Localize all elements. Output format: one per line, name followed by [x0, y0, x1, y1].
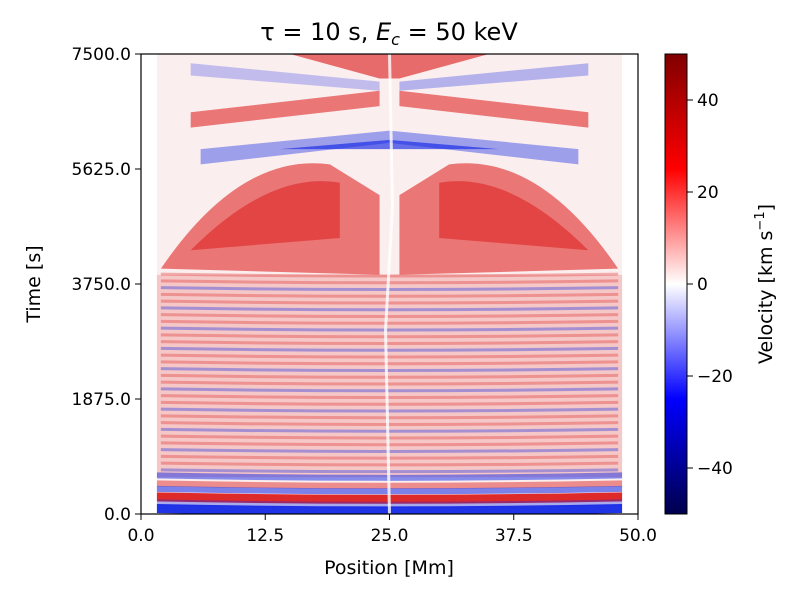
- velocity-band: [160, 427, 619, 433]
- red-core-left: [190, 181, 340, 251]
- velocity-band: [160, 380, 619, 386]
- velocity-band: [160, 394, 619, 399]
- blue-front-core: [280, 139, 499, 150]
- velocity-band: [160, 286, 619, 292]
- velocity-band: [160, 292, 619, 298]
- x-tick-label: 37.5: [495, 526, 533, 546]
- blue-top-left: [190, 63, 380, 91]
- velocity-band: [160, 319, 619, 325]
- chart-title: τ = 10 s, Ec = 50 keV: [260, 18, 518, 49]
- velocity-band: [160, 434, 619, 440]
- velocity-band: [160, 306, 619, 312]
- velocity-band: [160, 353, 619, 359]
- right-edge: [622, 54, 638, 514]
- blue-top-right: [399, 63, 589, 91]
- velocity-band: [160, 326, 619, 332]
- x-tick-label: 12.5: [246, 526, 284, 546]
- red-front-right: [399, 90, 589, 128]
- red-core-right: [439, 181, 589, 251]
- left-edge: [141, 54, 157, 514]
- blue-front: [200, 130, 579, 165]
- velocity-band: [160, 407, 619, 413]
- colorbar-tick-label: 20: [697, 183, 719, 203]
- colorbar-tick-label: 0: [697, 275, 708, 295]
- colorbar-axis: −40 −20 0 20 40: [687, 91, 733, 479]
- velocity-band: [160, 333, 619, 339]
- mid-red-haze: [155, 274, 624, 478]
- x-tick-label: 0.0: [127, 526, 154, 546]
- velocity-band: [160, 340, 619, 345]
- colorbar-tick-label: 40: [697, 91, 719, 111]
- x-axis-label: Position [Mm]: [324, 557, 454, 579]
- heatmap-area: [141, 54, 638, 514]
- center-streak: [384, 54, 394, 514]
- colorbar-tick-label: −40: [697, 459, 733, 479]
- velocity-band: [160, 387, 619, 393]
- y-axis-label: Time [s]: [23, 245, 45, 323]
- velocity-band: [160, 400, 619, 406]
- velocity-band: [160, 313, 619, 319]
- colorbar: [664, 53, 688, 515]
- velocity-band: [160, 346, 619, 352]
- colorbar-tick-label: −20: [697, 367, 733, 387]
- x-axis: 0.0 12.5 25.0 37.5 50.0: [127, 514, 657, 546]
- x-tick-label: 50.0: [619, 526, 657, 546]
- velocity-band: [160, 414, 619, 420]
- colorbar-label: Velocity [km s−1]: [753, 204, 777, 364]
- velocity-band: [160, 360, 619, 366]
- velocity-band: [160, 299, 619, 305]
- velocity-band: [160, 373, 619, 379]
- velocity-band: [160, 367, 619, 372]
- y-axis: 0.0 1875.0 3750.0 5625.0 7500.0: [72, 45, 141, 525]
- heatmap-layer: [141, 54, 638, 514]
- velocity-band: [160, 421, 619, 426]
- y-tick-label: 0.0: [104, 505, 131, 525]
- x-tick-label: 25.0: [371, 526, 409, 546]
- y-tick-label: 3750.0: [72, 275, 131, 295]
- y-tick-label: 5625.0: [72, 160, 131, 180]
- y-tick-label: 7500.0: [72, 45, 131, 65]
- y-tick-label: 1875.0: [72, 390, 131, 410]
- red-front-left: [190, 90, 380, 128]
